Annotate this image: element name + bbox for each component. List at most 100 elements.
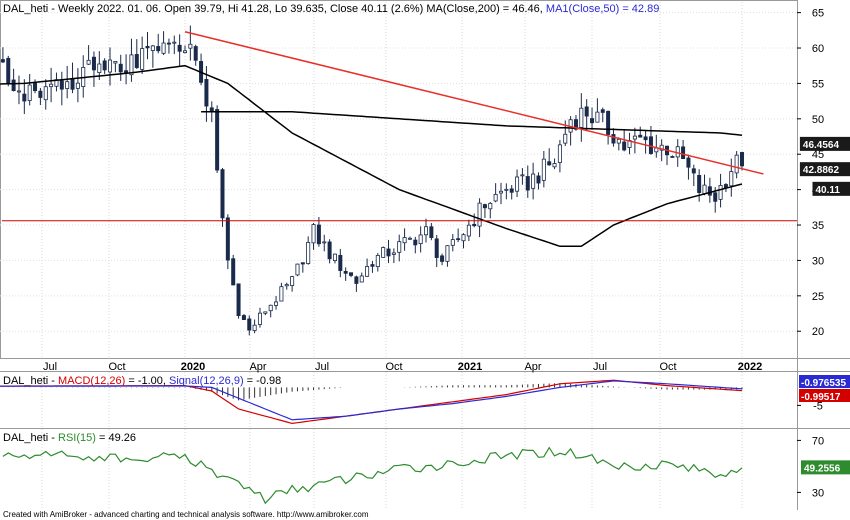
rsi-title-val: = 49.26 xyxy=(96,432,136,444)
candle-body xyxy=(182,50,187,54)
rsi-value-tag-text: 49.2556 xyxy=(804,463,841,474)
candle-body xyxy=(622,141,627,151)
candle-body xyxy=(359,275,364,283)
gridlines xyxy=(0,2,797,510)
candle-body xyxy=(252,324,257,331)
price-pane-frame xyxy=(0,0,798,359)
price-value-tag: 42.8862 xyxy=(799,162,850,177)
candle-body xyxy=(102,60,107,71)
candle-body xyxy=(729,171,734,187)
candle-body xyxy=(477,202,482,227)
candle-body xyxy=(675,146,680,158)
candle-body xyxy=(697,175,702,193)
macd-value-tag: -0.976535 xyxy=(799,375,850,389)
candle-body xyxy=(606,110,611,135)
y-tick-label: 20 xyxy=(812,326,824,338)
candle-body xyxy=(429,226,434,238)
candle-body xyxy=(311,224,316,244)
candle-body xyxy=(300,262,305,265)
candle-body xyxy=(740,152,745,167)
candle-body xyxy=(391,252,396,255)
price-value-tag-text: 46.4564 xyxy=(803,140,840,151)
candle-body xyxy=(220,169,225,219)
x-tick-label: Jul xyxy=(43,361,57,373)
candle-body xyxy=(316,224,321,245)
candle-body xyxy=(322,241,327,244)
title-ma200: MA(Close,200) = 46.46, xyxy=(423,3,543,15)
y-tick-label: 60 xyxy=(812,43,824,55)
candle-body xyxy=(440,255,445,262)
candle-body xyxy=(498,190,503,194)
title-ohlc: Open 39.79, Hi 41.28, Lo 39.635, Close 4… xyxy=(161,3,423,15)
candle-body xyxy=(397,241,402,253)
candle-body xyxy=(370,264,375,267)
x-tick-label: 2020 xyxy=(181,361,205,373)
time-axis: Jul Oct 2020 Apr Jul Oct 2021 Apr Jul Oct 2022 xyxy=(43,361,762,373)
rsi-axis: 30 70 xyxy=(797,435,824,499)
candle-body xyxy=(595,111,600,123)
candle-body xyxy=(257,312,262,325)
candle-body xyxy=(274,301,279,306)
candle-body xyxy=(38,90,43,98)
candle-body xyxy=(33,81,38,92)
candle-body xyxy=(172,41,177,44)
candle-body xyxy=(547,161,552,166)
candle-body xyxy=(22,93,27,102)
price-value-tag-text: 42.8862 xyxy=(803,165,840,176)
candle-body xyxy=(97,63,102,73)
rsi-value-tags: 49.2556 xyxy=(801,460,850,475)
candle-body xyxy=(707,186,712,196)
candle-body xyxy=(177,44,182,52)
candle-body xyxy=(6,57,11,84)
macd-title-symbol: DAL_heti - xyxy=(3,375,58,387)
candle-body xyxy=(231,258,236,286)
candle-body xyxy=(493,193,498,202)
candle-body xyxy=(43,86,48,101)
candle-body xyxy=(424,226,429,236)
candle-body xyxy=(0,59,5,63)
rsi-title-symbol: DAL_heti - xyxy=(3,432,58,444)
x-tick-label: Jul xyxy=(315,361,329,373)
rsi-pane-title: DAL_heti - RSI(15) = 49.26 xyxy=(3,432,136,444)
y-tick-label: 30 xyxy=(812,255,824,267)
price-value-tag-bg xyxy=(812,181,850,196)
candle-body xyxy=(75,82,80,89)
price-value-tag-bg xyxy=(799,162,850,177)
macd-title-signal: Signal(12,26,9) xyxy=(169,375,244,387)
candle-body xyxy=(482,204,487,209)
x-tick-label: Apr xyxy=(524,361,541,373)
candle-body xyxy=(670,156,675,158)
candle-body xyxy=(268,304,273,312)
candle-body xyxy=(573,119,578,130)
candle-body xyxy=(247,318,252,331)
price-value-tag-bg xyxy=(799,136,850,151)
candle-body xyxy=(381,247,386,258)
candle-body xyxy=(91,56,96,71)
candle-body xyxy=(108,59,113,73)
candle-body xyxy=(129,54,134,76)
ma200-line xyxy=(201,110,743,136)
macd-axis: -5 xyxy=(797,400,823,412)
rsi-tick-label: 30 xyxy=(812,487,824,499)
candle-body xyxy=(734,154,739,174)
candle-body xyxy=(354,276,359,284)
candle-body xyxy=(236,283,241,317)
candle-body xyxy=(590,118,595,124)
y-tick-label: 25 xyxy=(812,291,824,303)
macd-title-signal-val: = -0.98 xyxy=(244,375,282,387)
candle-body xyxy=(402,237,407,244)
candle-body xyxy=(70,78,75,90)
candle-body xyxy=(118,63,123,73)
candle-body xyxy=(638,134,643,138)
candle-body xyxy=(407,237,412,240)
candle-body xyxy=(488,202,493,210)
candle-body xyxy=(718,185,723,200)
candle-body xyxy=(343,270,348,274)
candle-body xyxy=(332,253,337,261)
candle-body xyxy=(284,284,289,287)
candle-body xyxy=(16,90,21,93)
candle-body xyxy=(209,107,214,111)
candle-body xyxy=(386,248,391,257)
candle-body xyxy=(290,276,295,287)
title-ma50: MA1(Close,50) = 42.89 xyxy=(543,3,659,15)
